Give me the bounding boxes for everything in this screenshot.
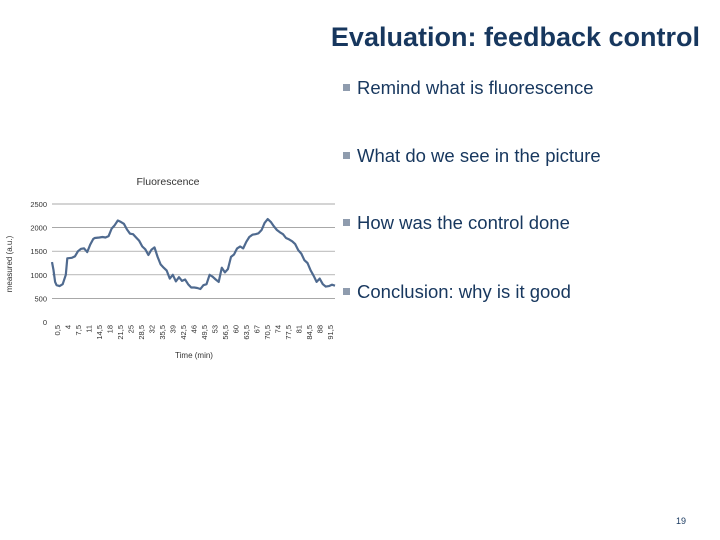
bullet-text: Remind what is fluorescence xyxy=(357,77,594,98)
x-tick-label: 67 xyxy=(252,325,261,333)
x-tick-label: 28,5 xyxy=(137,325,146,340)
bullet-square-icon xyxy=(343,287,350,295)
x-tick-label: 18 xyxy=(106,325,115,333)
x-tick-label: 77,5 xyxy=(284,325,293,340)
fluorescence-chart: Fluorescence measured (a.u.) Time (min) … xyxy=(5,176,336,360)
y-tick-label: 500 xyxy=(34,294,47,303)
page-number: 19 xyxy=(676,516,687,526)
slide-title: Evaluation: feedback control xyxy=(330,22,700,52)
bullet-text: How was the control done xyxy=(357,212,570,233)
bullet-item: What do we see in the picture xyxy=(343,145,601,167)
x-tick-label: 46 xyxy=(190,325,199,333)
y-tick-label: 2500 xyxy=(30,200,47,209)
bullet-text: Conclusion: why is it good xyxy=(357,281,571,302)
y-axis-label: measured (a.u.) xyxy=(5,235,14,292)
bullet-item: Remind what is fluorescence xyxy=(343,77,594,99)
y-tick-label: 1500 xyxy=(30,247,47,256)
bullet-square-icon xyxy=(343,83,350,91)
x-tick-label: 63,5 xyxy=(242,325,251,340)
x-tick-label: 39 xyxy=(169,325,178,333)
x-tick-label: 42,5 xyxy=(179,325,188,340)
x-tick-label: 74 xyxy=(273,325,282,333)
x-tick-label: 21,5 xyxy=(116,325,125,340)
x-tick-label: 81 xyxy=(294,325,303,333)
x-tick-label: 35,5 xyxy=(158,325,167,340)
x-tick-label: 0,5 xyxy=(53,325,62,335)
chart-title: Fluorescence xyxy=(136,176,199,188)
series-line xyxy=(50,217,336,291)
x-tick-label: 14,5 xyxy=(95,325,104,340)
bullet-square-icon xyxy=(343,218,350,226)
y-tick-label: 0 xyxy=(43,318,47,327)
bullet-text: What do we see in the picture xyxy=(357,145,601,166)
y-tick-labels: 0 500 1000 1500 2000 2500 xyxy=(30,200,47,327)
bullet-item: Conclusion: why is it good xyxy=(343,281,571,303)
x-tick-labels: 0,5 4 7,5 11 14,5 18 21,5 25 28,5 32 35,5 39 42,5 46 4… xyxy=(53,325,335,340)
x-tick-label: 53 xyxy=(210,325,219,333)
x-tick-label: 32 xyxy=(148,325,157,333)
x-tick-label: 56,5 xyxy=(221,325,230,340)
gridlines xyxy=(52,203,335,299)
x-tick-label: 49,5 xyxy=(200,325,209,340)
x-tick-label: 88 xyxy=(315,325,324,333)
series-layer xyxy=(50,217,336,291)
x-tick-label: 84,5 xyxy=(305,325,314,340)
x-tick-label: 7,5 xyxy=(74,325,83,335)
x-axis-label: Time (min) xyxy=(175,351,213,360)
x-tick-label: 60 xyxy=(231,325,240,333)
x-tick-label: 4 xyxy=(64,325,73,329)
x-tick-label: 11 xyxy=(85,325,94,333)
bullet-item: How was the control done xyxy=(343,212,570,234)
x-tick-label: 70,5 xyxy=(263,325,272,340)
bullet-square-icon xyxy=(343,151,350,159)
x-tick-label: 25 xyxy=(127,325,136,333)
x-tick-label: 91,5 xyxy=(326,325,335,340)
y-tick-label: 2000 xyxy=(30,224,47,233)
y-tick-label: 1000 xyxy=(30,271,47,280)
